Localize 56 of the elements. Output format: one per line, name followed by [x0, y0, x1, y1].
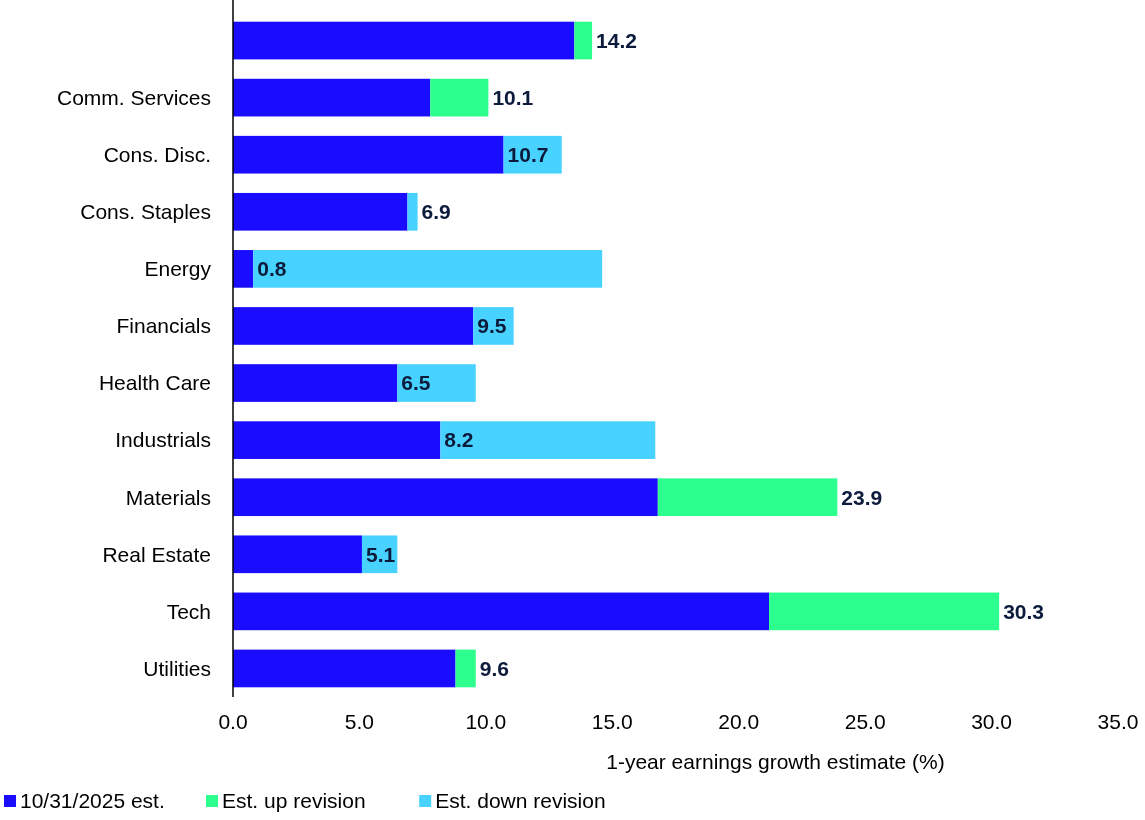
bar — [233, 192, 408, 231]
x-tick-label: 35.0 — [1097, 710, 1139, 733]
bar — [233, 649, 456, 688]
y-tick-label: Cons. Staples — [80, 200, 211, 224]
annotation: 9.5 — [477, 314, 507, 338]
bar — [233, 250, 254, 288]
bar — [769, 592, 1000, 631]
annotation: 9.6 — [479, 656, 509, 680]
bar — [233, 307, 474, 345]
annotation: 0.8 — [257, 257, 287, 281]
x-tick-label: 15.0 — [591, 710, 633, 733]
bar — [574, 21, 593, 60]
y-tick-label: Comm. Services — [56, 85, 211, 109]
bar — [233, 364, 398, 402]
x-tick-label: 10.0 — [465, 710, 507, 733]
bar — [455, 649, 476, 688]
bar — [233, 592, 770, 631]
annotation: 10.1 — [492, 85, 534, 109]
y-tick-label: Tech — [166, 599, 211, 623]
annotation: 8.2 — [444, 428, 474, 452]
annotation: 30.3 — [1003, 599, 1045, 623]
bar — [253, 250, 603, 288]
bar — [233, 421, 441, 459]
legend-label: 10/31/2025 est. — [20, 789, 165, 812]
annotation: 6.9 — [421, 200, 451, 224]
y-tick-label: Materials — [125, 485, 211, 509]
bar — [233, 535, 362, 574]
annotation: 5.1 — [365, 542, 396, 566]
bar — [233, 135, 504, 174]
bar — [407, 192, 418, 231]
y-tick-label: Energy — [144, 257, 212, 281]
x-tick-label: 25.0 — [844, 710, 886, 733]
legend-label: Est. up revision — [222, 789, 366, 812]
bar — [233, 21, 575, 60]
bar — [233, 78, 431, 117]
y-tick-label: Industrials — [115, 428, 211, 452]
y-tick-label: Real Estate — [102, 542, 211, 566]
x-tick-label: 0.0 — [218, 710, 248, 733]
bar — [430, 78, 489, 117]
bar — [397, 364, 476, 402]
x-tick-label: 20.0 — [718, 710, 760, 733]
annotation: 6.5 — [401, 371, 431, 395]
x-tick-label: 30.0 — [971, 710, 1013, 733]
bar — [440, 421, 656, 459]
annotation: 23.9 — [841, 485, 883, 509]
y-tick-label: Health Care — [98, 371, 211, 395]
bar — [233, 478, 658, 517]
bar — [657, 478, 838, 517]
legend-label: Est. down revision — [435, 789, 606, 812]
y-tick-label: Cons. Disc. — [103, 143, 211, 167]
annotation: 10.7 — [507, 143, 549, 167]
x-axis-title: 1-year earnings growth estimate (%) — [606, 750, 945, 773]
y-tick-label: Utilities — [143, 656, 211, 680]
x-tick-label: 5.0 — [344, 710, 375, 733]
y-tick-label: Financials — [116, 314, 211, 338]
annotation: 14.2 — [596, 28, 637, 52]
